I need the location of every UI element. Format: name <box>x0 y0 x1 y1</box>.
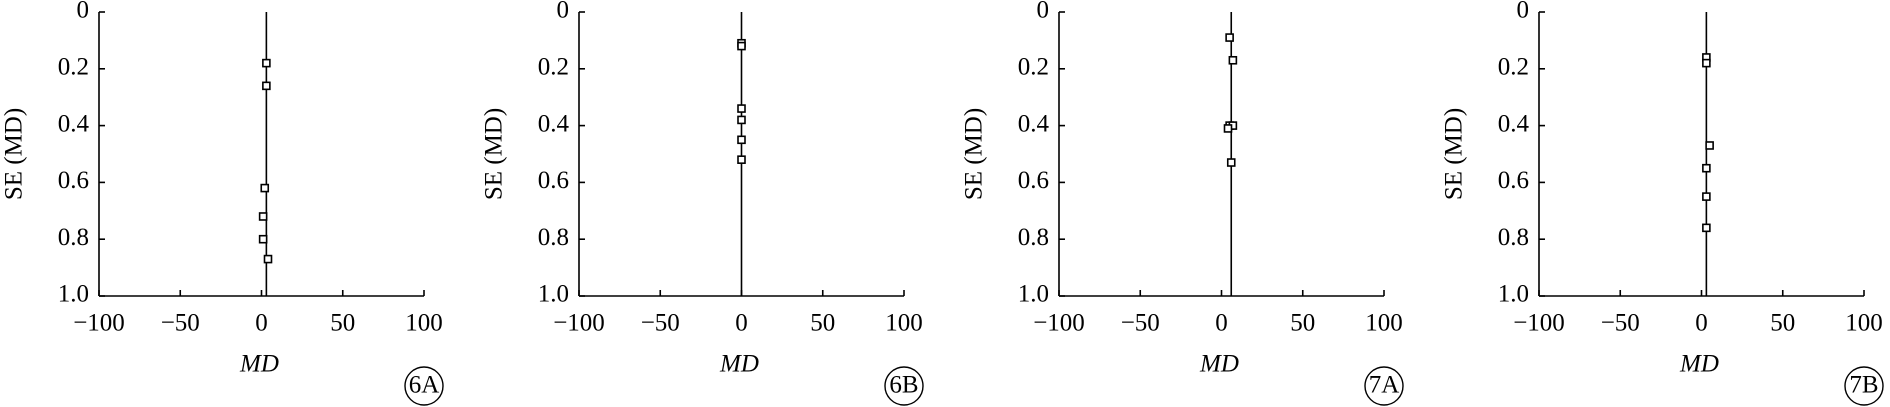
point <box>260 183 270 193</box>
y-tick-label: 0.8 <box>538 224 569 251</box>
y-tick-label: 0.6 <box>1498 167 1529 194</box>
x-tick-label: 100 <box>1845 310 1883 337</box>
point <box>258 212 268 221</box>
x-tick-label: −100 <box>1513 310 1565 337</box>
point <box>737 104 746 113</box>
x-tick-label: 0 <box>1695 310 1708 337</box>
y-tick-label: 0.4 <box>58 110 90 137</box>
point <box>737 155 746 164</box>
point <box>1226 158 1236 167</box>
panel-label: 6A <box>409 372 440 399</box>
y-tick-label: 0.2 <box>1498 54 1529 81</box>
point <box>737 41 746 51</box>
x-tick-label: −50 <box>161 310 200 337</box>
point <box>1702 192 1711 201</box>
x-tick-label: −50 <box>1601 310 1640 337</box>
point <box>737 115 746 125</box>
panel-label-circle <box>404 366 444 406</box>
point <box>1225 33 1234 42</box>
x-tick-label: −50 <box>641 310 680 337</box>
x-tick-label: 0 <box>255 310 268 337</box>
point <box>262 58 271 68</box>
panel-label: 7A <box>1369 372 1400 399</box>
y-tick-label: 0.2 <box>58 54 89 81</box>
y-tick-label: 0.8 <box>1018 224 1049 251</box>
y-tick-label: 0.2 <box>538 54 569 81</box>
x-tick-label: 50 <box>330 310 355 337</box>
x-tick-label: 100 <box>405 310 443 337</box>
y-tick-label: 0.2 <box>1018 54 1049 81</box>
panel: 0 0.2 0.4 0.6 0.8 1.0−100 −50 0 50 100 MD SE (MD) 7B <box>1441 0 1884 406</box>
point <box>263 254 273 264</box>
y-tick-label: 0.4 <box>538 110 570 137</box>
y-tick-label: 0.4 <box>1498 110 1530 137</box>
point <box>1702 58 1711 68</box>
x-tick-label: 50 <box>810 310 835 337</box>
y-tick-label: 0 <box>1517 0 1530 24</box>
x-axis-label: MD <box>1679 351 1719 378</box>
point <box>1702 223 1711 233</box>
point <box>1702 163 1711 173</box>
y-tick-label: 0.6 <box>538 167 569 194</box>
point <box>1705 141 1714 150</box>
y-tick-label: 0.6 <box>58 167 89 194</box>
panel-label-circle <box>884 366 924 406</box>
panel-label: 7B <box>1849 372 1878 399</box>
y-tick-label: 0.6 <box>1018 167 1049 194</box>
y-axis-label: SE (MD) <box>481 108 508 200</box>
x-tick-label: 50 <box>1290 310 1315 337</box>
y-axis-label: SE (MD) <box>1 108 28 200</box>
x-axis-label: MD <box>239 351 279 378</box>
y-tick-label: 1.0 <box>58 281 89 308</box>
x-tick-label: 0 <box>1215 310 1228 337</box>
panel-label: 6B <box>889 372 918 399</box>
x-tick-label: 50 <box>1770 310 1795 337</box>
panel: 0 0.2 0.4 0.6 0.8 1.0−100 −50 0 50 100 MD SE (MD) 7A <box>961 0 1404 406</box>
point <box>737 135 746 145</box>
y-tick-label: 0.8 <box>1498 224 1529 251</box>
y-tick-label: 1.0 <box>1018 281 1049 308</box>
point <box>1223 124 1233 133</box>
y-axis-label: SE (MD) <box>1441 108 1468 200</box>
point <box>1228 55 1238 65</box>
y-tick-label: 0 <box>77 0 90 24</box>
y-tick-label: 0.8 <box>58 224 89 251</box>
x-tick-label: 0 <box>735 310 748 337</box>
point <box>262 81 271 91</box>
x-axis-label: MD <box>1199 351 1239 378</box>
y-tick-label: 0.4 <box>1018 110 1050 137</box>
panel: 0 0.2 0.4 0.6 0.8 1.0−100 −50 0 50 100 MD SE (MD) 6B <box>481 0 924 406</box>
x-tick-label: 100 <box>1365 310 1403 337</box>
y-tick-label: 1.0 <box>538 281 569 308</box>
y-tick-label: 0 <box>1037 0 1050 24</box>
y-axis-label: SE (MD) <box>961 108 988 200</box>
panel-label-circle <box>1844 366 1884 406</box>
y-tick-label: 0 <box>557 0 570 24</box>
panel-label-circle <box>1364 366 1404 406</box>
point <box>258 234 268 244</box>
x-axis-label: MD <box>719 351 759 378</box>
panel: 0 0.2 0.4 0.6 0.8 1.0−100 −50 0 50 100 MD SE (MD) 6A <box>1 0 444 406</box>
x-tick-label: −100 <box>553 310 605 337</box>
x-tick-label: −50 <box>1121 310 1160 337</box>
x-tick-label: −100 <box>1033 310 1085 337</box>
x-tick-label: 100 <box>885 310 923 337</box>
y-tick-label: 1.0 <box>1498 281 1529 308</box>
x-tick-label: −100 <box>73 310 125 337</box>
